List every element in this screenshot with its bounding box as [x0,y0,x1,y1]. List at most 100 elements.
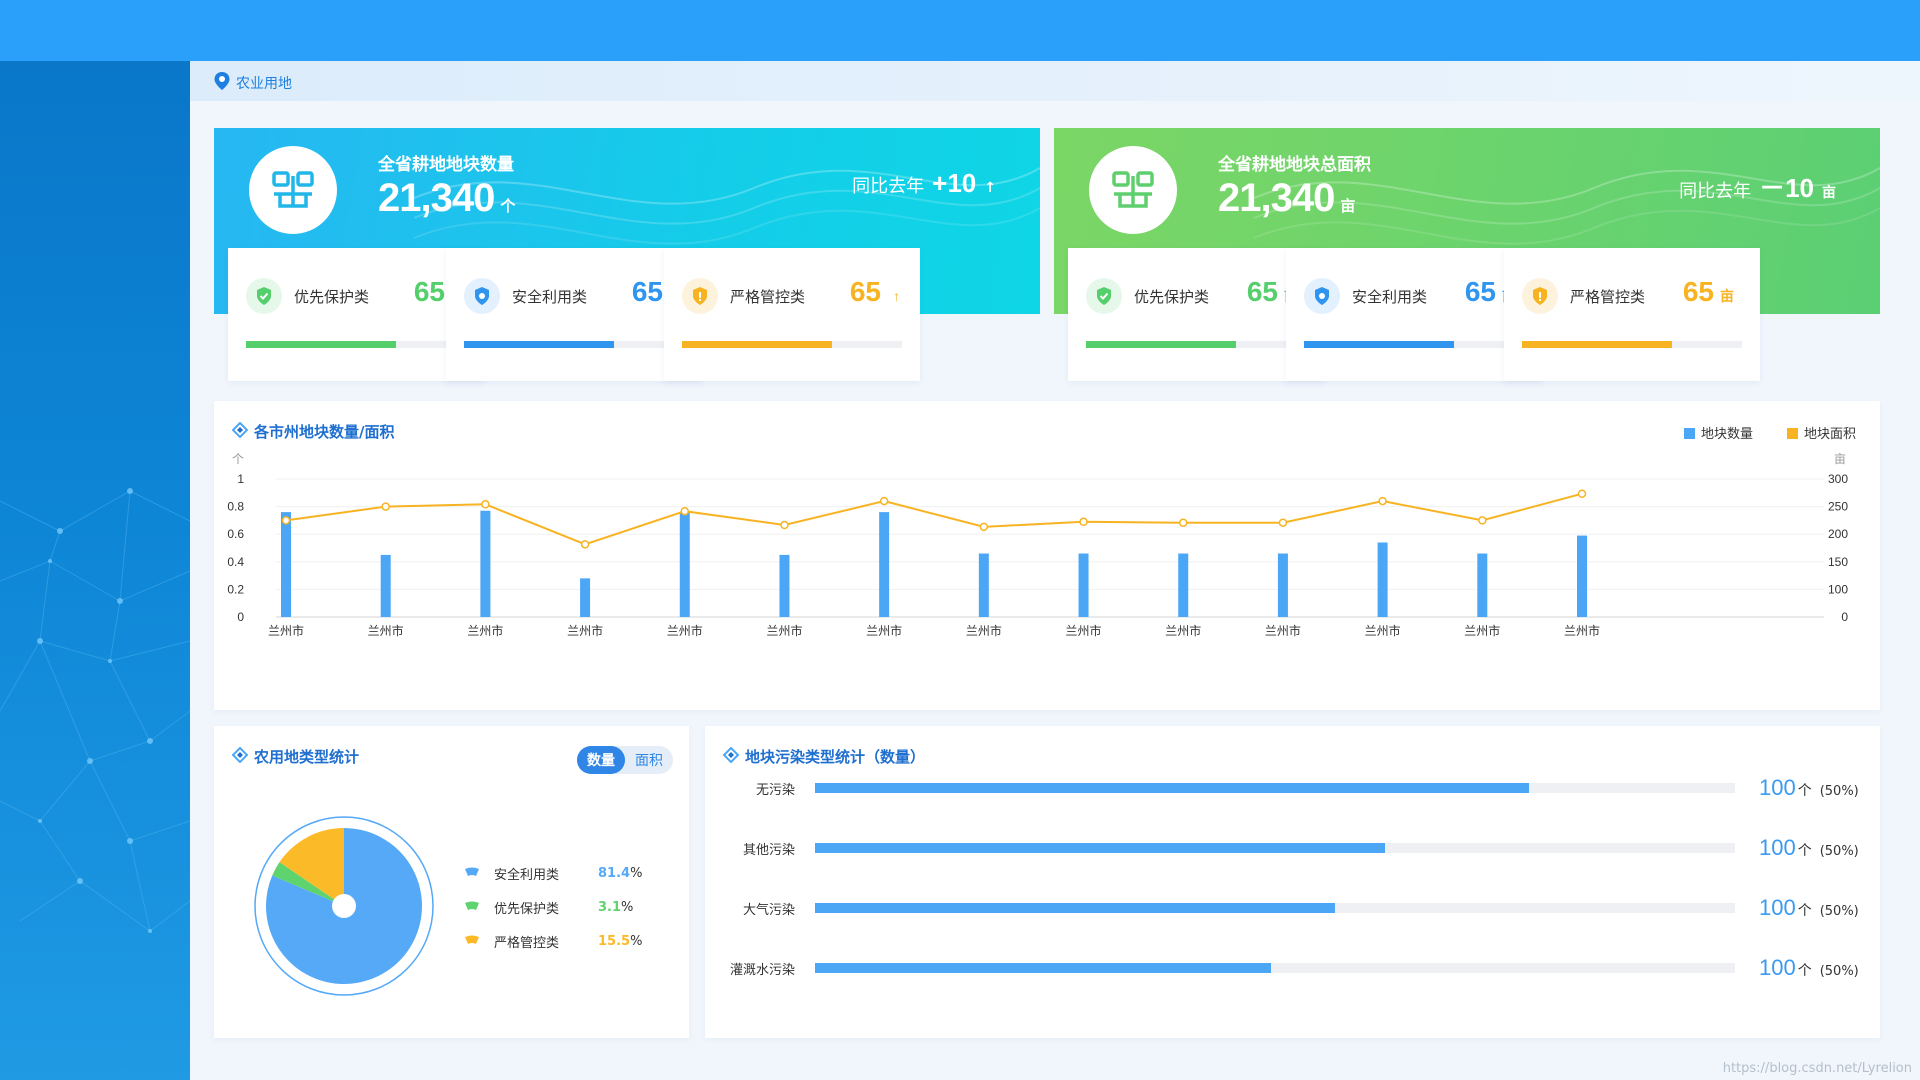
kpi-unit: 个 [500,198,515,215]
x-tick-label: 兰州市 [567,623,603,638]
progress-fill [1304,341,1454,348]
legend-swatch-icon [464,900,480,915]
y-right-tick-label: 150 [1828,555,1848,569]
pollution-panel: 地块污染类型统计（数量） 无污染 100 个 (50%) 其他污染 100 个 (50%) 大气… [705,726,1880,1038]
progress-fill [1522,341,1672,348]
pollution-bar [815,783,1529,793]
pie-legend-pct: 81.4 [598,865,631,881]
watermark: https://blog.csdn.net/Lyrelion [1722,1061,1912,1076]
breadcrumb[interactable]: 农业用地 [214,72,292,94]
pollution-label: 无污染 [755,782,795,798]
y-left-tick-label: 0.6 [227,527,244,541]
compare-delta: －10 [1759,173,1814,203]
panel-title: 地块污染类型统计（数量） [722,746,925,767]
count-bar [1078,553,1089,617]
toggle-count[interactable]: 数量 [577,746,625,774]
area-point [680,506,690,516]
pollution-bar [815,903,1335,913]
progress-track [246,341,466,348]
kpi-compare: 同比去年 －10 亩 [1679,168,1836,205]
diamond-icon [231,746,249,767]
pollution-value: 100 个 (50%) [1759,775,1859,800]
legend-swatch-icon [464,866,480,881]
sprout-icon [1089,146,1177,234]
pie-legend-label: 安全利用类 [494,867,560,883]
pollution-track [815,903,1735,913]
pie-legend: 安全利用类 81.4% 优先保护类 3.1% 严格管控类 15.5% [464,856,642,958]
area-point [481,500,490,509]
pie-legend-item[interactable]: 严格管控类 15.5% [464,924,642,958]
legend-item-area[interactable]: 地块面积 [1786,423,1856,442]
pollution-track [815,963,1735,973]
x-tick-label: 兰州市 [766,623,802,638]
area-point [1378,496,1387,506]
x-tick-label: 兰州市 [1564,623,1600,638]
category-label: 严格管控类 [730,288,806,306]
x-tick-label: 兰州市 [268,623,304,638]
category-card[interactable]: 严格管控类 65 亩 [1504,248,1760,381]
progress-track [682,341,902,348]
pollution-row: 其他污染 100 个 (50%) [725,835,1860,860]
category-label: 严格管控类 [1570,288,1646,306]
pollution-track [815,843,1735,853]
y-left-axis-label: 个 [232,452,244,466]
category-label: 安全利用类 [512,288,588,306]
y-right-axis-label: 亩 [1834,451,1846,466]
count-bar [580,578,591,617]
count-bar [879,512,890,617]
pie-slice [272,862,344,906]
pie-legend-pct-sign: % [630,933,643,949]
breadcrumb-bar: 农业用地 [190,61,1920,101]
legend-item-count[interactable]: 地块数量 [1683,423,1753,442]
diamond-icon [722,746,740,767]
category-card[interactable]: 严格管控类 65 ↑ [664,248,920,381]
pie-legend-item[interactable]: 优先保护类 3.1% [464,890,642,924]
progress-fill [246,341,396,348]
progress-fill [1086,341,1236,348]
pie-legend-pct-sign: % [621,899,634,915]
area-point [1079,517,1088,527]
compare-unit: 亩 [1822,185,1836,201]
y-left-tick-label: 1 [237,472,244,486]
kpi-value: 21,340 亩 [1218,176,1355,220]
pollution-label: 其他污染 [742,842,795,858]
toggle-area[interactable]: 面积 [635,753,663,769]
y-right-tick-label: 250 [1828,500,1848,514]
pie-legend-label: 严格管控类 [494,935,560,951]
location-pin-icon [214,72,230,94]
pollution-unit: 个 [1797,783,1812,799]
x-tick-label: 兰州市 [467,623,503,638]
count-bar [679,512,690,617]
area-point [979,522,989,532]
y-left-tick-label: 0 [237,610,244,624]
count-area-toggle[interactable]: 数量 面积 [577,746,673,774]
shield-check-icon [246,278,282,314]
category-card[interactable]: 优先保护类65亩 [1068,248,1324,381]
pollution-row: 无污染 100 个 (50%) [725,775,1860,800]
kpi-compare: 同比去年 +10 ↑ [852,168,996,199]
pie-legend-pct-sign: % [630,865,643,881]
pollution-unit: 个 [1797,843,1812,859]
count-bar [978,553,989,617]
y-right-tick-label: 300 [1828,472,1848,486]
chart-legend: 地块数量 地块面积 [1683,423,1856,442]
pie-legend-item[interactable]: 安全利用类 81.4% [464,856,642,890]
x-tick-label: 兰州市 [1066,623,1102,638]
kpi-title: 全省耕地地块总面积 [1218,155,1371,175]
area-point [1478,516,1487,525]
progress-fill [682,341,832,348]
y-right-tick-label: 0 [1841,610,1848,624]
kpi-value: 21,340 个 [378,176,515,220]
category-card[interactable]: 安全利用类65亩 [1286,248,1542,381]
main-content: 全省耕地地块数量 21,340 个 同比去年 +10 ↑ 全省耕地地块总面积 21… [190,101,1920,1080]
up-arrow-icon: ↑ [893,288,900,304]
category-label: 优先保护类 [1134,288,1210,306]
pie-slice [279,828,344,906]
up-arrow-icon: ↑ [984,180,996,196]
shield-warning-icon [1522,278,1558,314]
pollution-unit: 个 [1797,903,1812,919]
compare-delta: +10 [932,168,977,198]
